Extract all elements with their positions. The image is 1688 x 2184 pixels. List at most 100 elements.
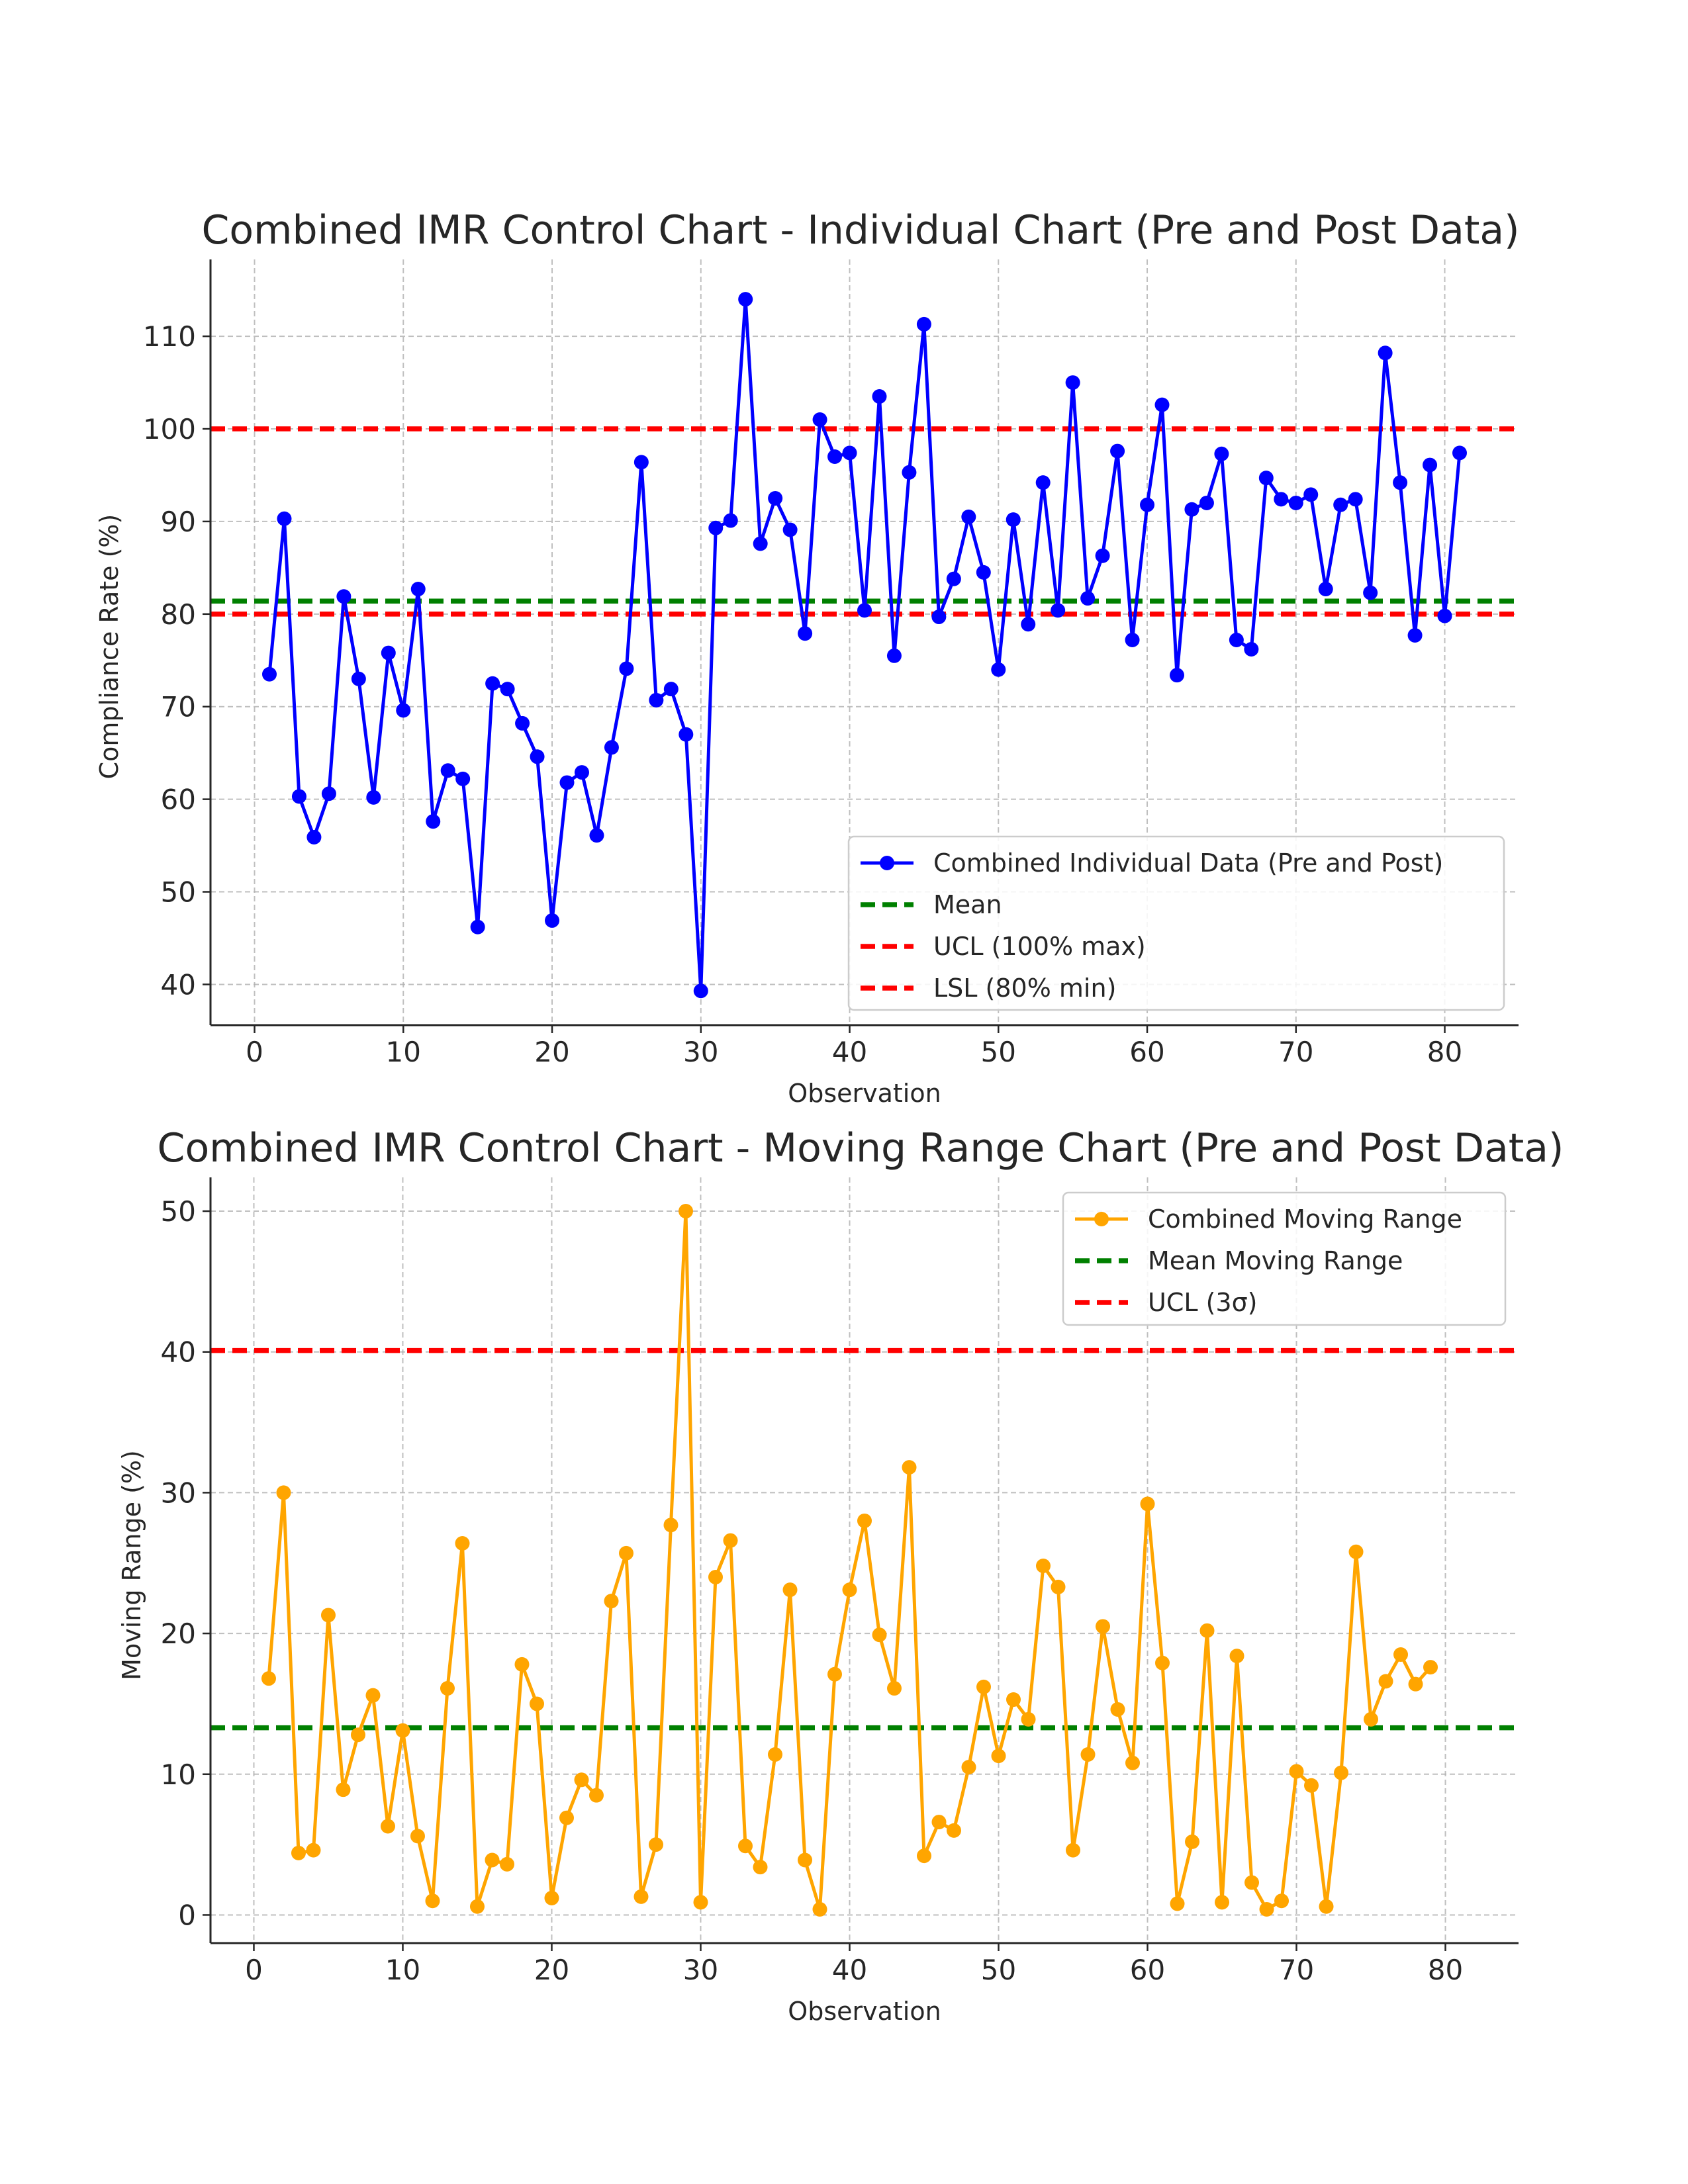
data-point — [1274, 1893, 1289, 1909]
data-point — [842, 445, 857, 461]
data-point — [1258, 471, 1274, 486]
data-point — [276, 1485, 291, 1500]
data-point — [485, 1852, 500, 1868]
data-point — [1096, 1619, 1111, 1634]
data-point — [648, 1837, 663, 1852]
data-point — [1423, 1660, 1438, 1675]
data-point — [574, 1772, 589, 1788]
chart-title: Combined IMR Control Chart - Individual … — [201, 207, 1519, 253]
data-point — [261, 1671, 276, 1686]
data-point — [365, 1688, 381, 1703]
legend: Combined Individual Data (Pre and Post) M… — [847, 835, 1505, 1011]
x-tick-label: 30 — [683, 1954, 718, 1986]
legend-label: Combined Individual Data (Pre and Post) — [933, 848, 1443, 878]
moving-range-chart: Combined IMR Control Chart - Moving Rang… — [117, 1125, 1564, 2026]
data-point — [812, 412, 827, 428]
data-point — [872, 389, 887, 404]
data-point — [798, 626, 813, 641]
data-point — [1214, 446, 1229, 461]
data-point — [589, 828, 604, 843]
data-point — [1155, 1655, 1170, 1670]
data-point — [351, 671, 366, 686]
data-point — [916, 316, 931, 332]
data-point — [708, 1570, 723, 1585]
data-point — [1274, 492, 1289, 507]
data-point — [1006, 512, 1021, 527]
data-point — [1154, 397, 1170, 412]
x-tick-label: 70 — [1278, 1036, 1313, 1068]
data-point — [1437, 608, 1452, 623]
data-point — [902, 465, 917, 480]
data-point — [291, 1845, 306, 1860]
data-point — [782, 522, 798, 537]
data-point — [678, 1204, 693, 1219]
data-point — [649, 692, 664, 707]
data-point — [961, 1760, 976, 1775]
data-point — [619, 661, 634, 676]
y-tick-label: 100 — [143, 413, 196, 445]
data-point — [827, 449, 843, 464]
data-point — [1065, 375, 1080, 390]
data-point — [530, 749, 545, 764]
x-tick-label: 80 — [1428, 1954, 1463, 1986]
data-point — [291, 789, 306, 804]
y-axis-label: Moving Range (%) — [117, 1450, 146, 1680]
legend-label: UCL (3σ) — [1148, 1288, 1258, 1317]
data-point — [514, 1657, 530, 1672]
individual-chart: Combined IMR Control Chart - Individual … — [95, 207, 1520, 1108]
x-tick-label: 40 — [832, 1036, 867, 1068]
x-axis-label: Observation — [788, 1079, 941, 1108]
x-tick-label: 20 — [534, 1954, 569, 1986]
y-tick-label: 70 — [161, 691, 196, 723]
data-point — [1169, 668, 1184, 683]
data-point — [1199, 1623, 1215, 1638]
legend-label: Mean — [933, 890, 1002, 919]
data-point — [426, 814, 441, 829]
data-point — [768, 490, 783, 506]
data-point — [1452, 445, 1467, 461]
legend-marker — [1094, 1212, 1109, 1226]
data-point — [693, 983, 708, 999]
data-point — [1407, 628, 1423, 643]
data-point — [544, 1890, 559, 1905]
data-point — [1110, 443, 1125, 459]
data-point — [366, 790, 381, 805]
data-point — [1423, 457, 1438, 473]
data-point — [470, 919, 485, 934]
data-point — [872, 1627, 887, 1643]
x-axis-label: Observation — [788, 1997, 941, 2026]
data-point — [1319, 1899, 1334, 1914]
data-point — [976, 1679, 992, 1694]
data-point — [515, 715, 530, 731]
data-point — [991, 1749, 1006, 1764]
data-point — [499, 1856, 514, 1872]
data-point — [708, 520, 724, 535]
data-point — [396, 703, 411, 718]
data-point — [1125, 633, 1140, 648]
data-point — [1408, 1676, 1423, 1692]
y-tick-label: 80 — [161, 598, 196, 631]
data-point — [1334, 1765, 1349, 1780]
data-point — [1363, 585, 1378, 600]
legend-label: LSL (80% min) — [933, 974, 1116, 1003]
data-point — [425, 1893, 440, 1909]
data-point — [262, 666, 277, 682]
data-point — [1244, 641, 1259, 657]
data-point — [1229, 633, 1244, 648]
data-point — [842, 1582, 857, 1598]
data-point — [469, 1899, 485, 1914]
data-point — [1184, 502, 1199, 517]
x-tick-label: 10 — [386, 1036, 421, 1068]
legend: Combined Moving Range Mean Moving Range UC… — [1062, 1191, 1507, 1326]
legend-marker — [880, 856, 894, 870]
data-point — [931, 1815, 947, 1830]
data-point — [380, 1819, 395, 1834]
data-point — [455, 1535, 470, 1551]
data-point — [559, 775, 575, 790]
x-tick-label: 60 — [1129, 1036, 1164, 1068]
data-point — [1095, 548, 1110, 563]
y-tick-label: 10 — [161, 1758, 196, 1791]
data-point — [485, 676, 500, 691]
x-tick-label: 40 — [832, 1954, 867, 1986]
